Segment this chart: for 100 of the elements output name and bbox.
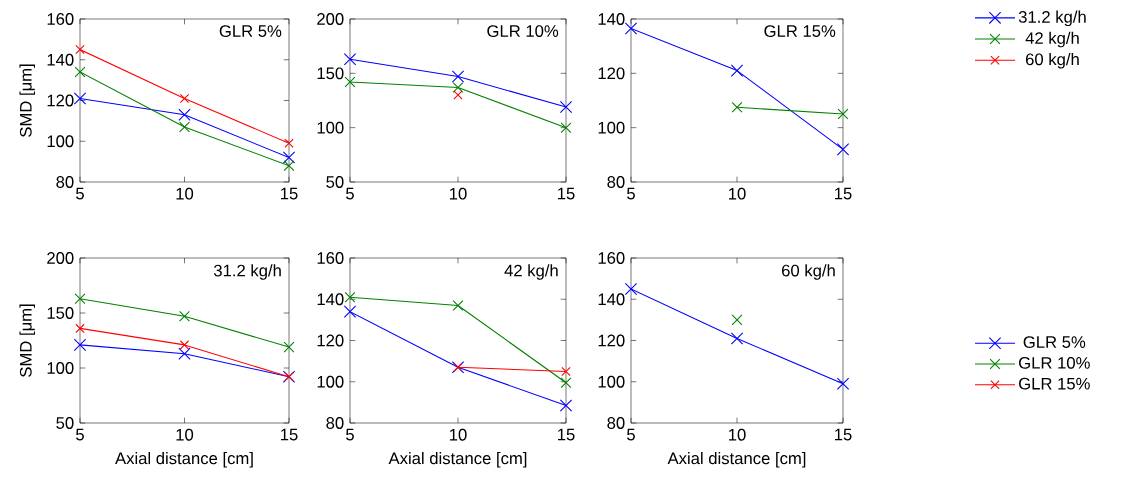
point [452, 300, 464, 311]
point [179, 121, 190, 133]
chart-title: GLR 5% [219, 25, 282, 37]
point [178, 108, 191, 121]
x-axis-title: Axial distance [cm] [667, 451, 806, 468]
point [560, 122, 572, 134]
point [73, 338, 87, 352]
legend-label: GLR 5% [1023, 336, 1086, 348]
point [178, 347, 191, 360]
point [560, 377, 572, 389]
y-tick-label: 160 [598, 252, 625, 264]
point [731, 101, 743, 113]
x-tick-label: 15 [835, 187, 852, 200]
x-tick-label: 15 [558, 428, 575, 441]
x-tick-label: 15 [281, 428, 298, 441]
point [624, 22, 638, 35]
x-tick-label: 10 [176, 428, 194, 441]
y-tick-label: 140 [317, 293, 344, 306]
point [836, 143, 850, 156]
point [452, 82, 464, 93]
y-tick-label: 100 [598, 121, 625, 134]
y-tick-label: 80 [326, 417, 344, 429]
y-tick-label: 140 [598, 293, 625, 306]
point [731, 314, 743, 326]
y-tick-label: 120 [598, 334, 625, 347]
point [344, 291, 356, 303]
point [75, 323, 85, 334]
x-tick-label: 15 [281, 187, 298, 200]
point [75, 44, 85, 55]
y-tick-label: 200 [317, 13, 344, 25]
point [344, 76, 356, 88]
y-tick-label: 100 [317, 375, 344, 388]
y-axis-title: SMD [μm] [19, 304, 35, 377]
point [282, 151, 296, 164]
point [73, 92, 87, 105]
y-tick-label: 50 [56, 417, 74, 429]
point [284, 138, 294, 148]
y-tick-label: 100 [598, 375, 625, 388]
legend-label: 60 kg/h [1025, 53, 1079, 69]
x-axis-title: Axial distance [cm] [115, 451, 253, 468]
x-tick-label: 5 [76, 428, 84, 441]
x-tick-label: 5 [627, 428, 635, 441]
chart-title: GLR 15% [764, 25, 836, 37]
x-tick-label: 15 [558, 187, 575, 200]
legend-label: GLR 15% [1019, 377, 1090, 390]
x-tick-label: 10 [450, 428, 467, 441]
y-tick-label: 140 [47, 53, 74, 66]
chart-title: 60 kg/h [782, 264, 835, 280]
point [561, 366, 571, 377]
legend-label: 31.2 kg/h [1018, 10, 1086, 27]
point [179, 340, 190, 350]
point [730, 332, 744, 345]
y-tick-label: 160 [317, 252, 344, 264]
chart-title: GLR 10% [487, 25, 559, 37]
y-axis-title: SMD [μm] [19, 64, 35, 137]
point [730, 64, 744, 77]
point [343, 305, 357, 318]
y-tick-label: 120 [598, 67, 625, 80]
y-tick-label: 80 [607, 417, 625, 429]
x-axis-title: Axial distance [cm] [388, 451, 527, 468]
point [343, 53, 357, 66]
point [179, 310, 190, 322]
y-tick-label: 120 [47, 94, 74, 107]
y-tick-label: 200 [47, 252, 74, 264]
x-tick-label: 15 [835, 428, 852, 441]
point [451, 70, 465, 83]
point [453, 90, 463, 100]
y-tick-label: 160 [47, 13, 74, 25]
legend-label: GLR 10% [1019, 356, 1090, 369]
y-tick-label: 150 [47, 307, 74, 319]
point [559, 399, 573, 412]
y-tick-label: 100 [47, 135, 74, 148]
point [559, 100, 573, 114]
x-tick-label: 10 [176, 187, 194, 200]
y-tick-label: 100 [47, 362, 74, 374]
point [74, 293, 86, 305]
x-tick-label: 5 [346, 428, 354, 441]
legend-label: 42 kg/h [1025, 31, 1079, 48]
y-tick-label: 120 [317, 334, 344, 347]
point [837, 108, 849, 120]
point [624, 282, 638, 296]
point [283, 160, 295, 172]
point [283, 341, 295, 353]
x-tick-label: 10 [729, 187, 746, 200]
x-tick-label: 10 [729, 428, 746, 441]
x-tick-label: 5 [627, 187, 635, 200]
x-tick-label: 5 [346, 187, 354, 200]
y-tick-label: 140 [598, 13, 625, 25]
point [179, 93, 190, 104]
point [74, 66, 86, 78]
y-tick-label: 80 [56, 176, 74, 188]
chart-title: 31.2 kg/h [213, 264, 281, 280]
x-tick-label: 5 [76, 187, 84, 200]
x-tick-label: 10 [450, 187, 467, 200]
point [836, 377, 850, 391]
chart-title: 42 kg/h [504, 264, 558, 280]
y-tick-label: 50 [326, 176, 344, 188]
y-tick-label: 100 [317, 121, 344, 134]
y-tick-label: 150 [317, 67, 344, 80]
y-tick-label: 80 [607, 176, 625, 188]
